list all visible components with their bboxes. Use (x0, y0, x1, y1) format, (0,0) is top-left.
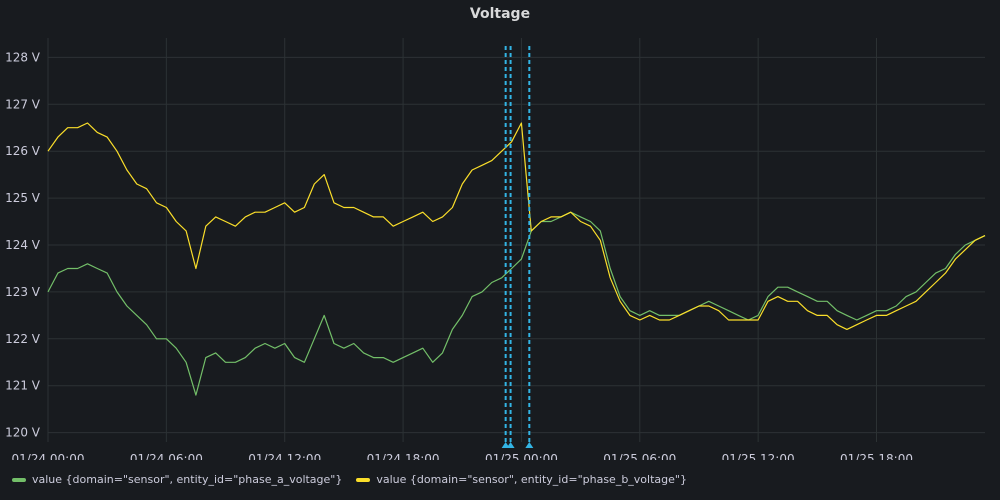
y-tick-label: 128 V (5, 50, 41, 64)
legend: value {domain="sensor", entity_id="phase… (12, 473, 687, 486)
x-tick-label: 01/24 18:00 (367, 452, 440, 460)
series-lines (47, 122, 986, 396)
y-tick-label: 123 V (5, 285, 41, 299)
x-tick-label: 01/25 06:00 (603, 452, 676, 460)
annotations (501, 46, 534, 448)
annotation-marker (506, 442, 515, 448)
annotation-marker (525, 442, 534, 448)
legend-label-phase-b: value {domain="sensor", entity_id="phase… (376, 473, 687, 486)
series-line-phase-a (47, 211, 986, 396)
legend-swatch-phase-b (356, 477, 371, 482)
x-axis: 01/24 00:00 01/24 06:00 01/24 12:00 01/24 1… (12, 452, 913, 460)
grid (47, 38, 985, 442)
y-tick-label: 122 V (5, 332, 41, 346)
y-tick-label: 120 V (5, 426, 41, 440)
x-tick-label: 01/25 00:00 (485, 452, 558, 460)
x-tick-label: 01/24 12:00 (248, 452, 321, 460)
x-tick-label: 01/25 18:00 (840, 452, 913, 460)
y-tick-label: 125 V (5, 191, 41, 205)
series-line-phase-b (47, 122, 986, 330)
panel-title: Voltage (469, 6, 531, 22)
legend-item-phase-b[interactable]: value {domain="sensor", entity_id="phase… (356, 473, 687, 486)
x-tick-label: 01/24 06:00 (130, 452, 203, 460)
y-tick-label: 127 V (5, 97, 41, 111)
voltage-chart: 120 V 121 V 122 V 123 V 124 V 125 V 126 V 127 V… (5, 38, 986, 460)
y-tick-label: 126 V (5, 144, 41, 158)
legend-label-phase-a: value {domain="sensor", entity_id="phase… (32, 473, 343, 486)
x-tick-label: 01/25 12:00 (722, 452, 795, 460)
legend-item-phase-a[interactable]: value {domain="sensor", entity_id="phase… (12, 473, 342, 486)
y-axis: 120 V 121 V 122 V 123 V 124 V 125 V 126 V 127 V… (5, 50, 41, 439)
y-tick-label: 121 V (5, 379, 41, 393)
x-tick-label: 01/24 00:00 (12, 452, 85, 460)
legend-swatch-phase-a (12, 477, 26, 482)
y-tick-label: 124 V (5, 238, 41, 252)
